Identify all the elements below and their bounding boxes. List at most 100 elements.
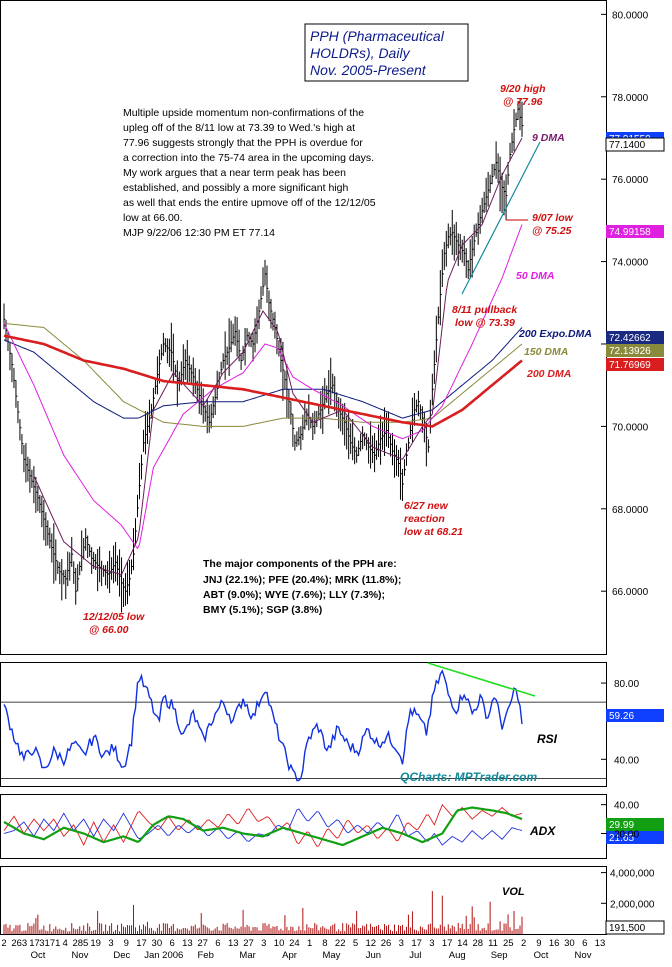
moving-averages: [3, 137, 523, 576]
x-month-label: Sep: [491, 950, 508, 961]
ma-9-line: [33, 137, 523, 576]
x-tick-label: 6: [169, 938, 174, 949]
vol-tick-label: 2,000,000: [610, 899, 655, 910]
components-heading: The major components of the PPH are:: [203, 558, 397, 570]
adx-label: ADX: [529, 824, 556, 838]
x-tick-label: 17: [136, 938, 147, 949]
x-tick-label: 22: [335, 938, 346, 949]
trend-line-cyan: [461, 141, 541, 295]
value-150dma: 72.13926: [609, 346, 651, 357]
value-box-150dma: [606, 344, 664, 357]
x-tick-label: 263: [11, 938, 27, 949]
annotation-907-low: 9/07 low: [532, 212, 574, 224]
commentary: Multiple upside momentum non-confirmatio…: [123, 107, 376, 239]
components-line: BMY (5.1%); SGP (3.8%): [203, 604, 322, 616]
adx-tick-label: 20.00: [614, 829, 639, 840]
components-text: The major components of the PPH are: JNJ…: [203, 558, 401, 616]
commentary-line: MJP 9/22/06 12:30 PM ET 77.14: [123, 227, 275, 239]
annotation-907-low-value: @ 75.25: [532, 225, 572, 237]
title-line-3: Nov. 2005-Present: [310, 62, 427, 78]
annotation-920-high-value: @ 77.96: [503, 96, 543, 108]
x-tick-label: 285: [72, 938, 88, 949]
x-tick-label: 24: [289, 938, 300, 949]
x-axis: 2 263 17 3171 4 285 19 3 9 17 30 6 13 27 6 13 27 3 10 24 1 8 2…: [1, 938, 605, 961]
ma-150-line: [3, 322, 523, 427]
value-adx-green: 29.99: [609, 820, 634, 831]
ema-200-line: [3, 327, 523, 419]
annotation-920-high: 9/20 high: [500, 83, 546, 95]
x-month-label: Oct: [31, 950, 46, 961]
rsi-trend-line: [427, 662, 536, 697]
rsi-label: RSI: [537, 732, 558, 746]
label-200-expo-dma: 200 Expo.DMA: [518, 328, 592, 340]
annotation-1212-low-value: @ 66.00: [89, 624, 129, 636]
x-tick-label: 13: [595, 938, 606, 949]
price-axis: 66.000068.000070.000072.000074.000076.00…: [601, 10, 649, 598]
x-tick-label: 25: [503, 938, 514, 949]
price-tick-label: 68.0000: [612, 505, 649, 516]
x-tick-label: 8: [322, 938, 327, 949]
x-month-label: Jun: [366, 950, 381, 961]
x-tick-label: 3: [108, 938, 113, 949]
value-box-vol: [605, 920, 665, 935]
value-rsi: 59.26: [609, 711, 634, 722]
x-month-label: May: [322, 950, 340, 961]
value-box-last: [605, 137, 665, 152]
commentary-line: low at 66.00.: [123, 212, 183, 224]
x-tick-label: 16: [549, 938, 560, 949]
rsi-tick-label: 40.00: [614, 755, 639, 766]
annotation-811-pullback-value: low @ 73.39: [455, 317, 515, 329]
x-tick-label: 5: [353, 938, 358, 949]
commentary-line: established, and possibly a more signifi…: [123, 182, 348, 194]
x-tick-label: 2: [1, 938, 6, 949]
x-month-label: Nov: [71, 950, 88, 961]
value-50dma: 74.99158: [609, 227, 651, 238]
label-150dma: 150 DMA: [524, 346, 568, 358]
label-9dma: 9 DMA: [532, 132, 565, 144]
value-box-rsi: [606, 709, 664, 722]
value-box-adx-green: [606, 818, 664, 831]
title-line-1: PPH (Pharmaceutical: [310, 28, 445, 44]
title-box: [304, 23, 469, 82]
price-tick-label: 70.0000: [612, 422, 649, 433]
label-50dma: 50 DMA: [516, 270, 555, 282]
annotation-627-low: 6/27 new: [404, 500, 449, 512]
commentary-line: Multiple upside momentum non-confirmatio…: [123, 107, 364, 119]
commentary-line: upleg off of the 8/11 low at 73.39 to We…: [123, 122, 355, 134]
commentary-line: 77.96 suggests strongly that the PPH is …: [123, 137, 363, 149]
value-box-200dma: [606, 358, 664, 371]
x-tick-label: 3: [261, 938, 266, 949]
ma-50-line: [3, 224, 523, 550]
x-tick-label: 9: [124, 938, 129, 949]
components-line: ABT (9.0%); WYE (7.6%); LLY (7.3%);: [203, 589, 385, 601]
vol-panel-frame: [0, 866, 607, 935]
x-month-label: Mar: [239, 950, 255, 961]
rsi-axis: 40.00 80.00: [1, 679, 639, 779]
value-adx-blue: 21.65: [609, 833, 634, 844]
x-tick-label: 17: [411, 938, 422, 949]
annotation-627-low-3: low at 68.21: [404, 526, 463, 538]
rsi-line: [3, 669, 523, 782]
adx-lines: [3, 803, 523, 847]
volume-bars: [3, 891, 523, 934]
price-panel-frame: [0, 0, 607, 655]
adx-di-minus-line: [3, 803, 523, 847]
value-200ema: 72.42662: [609, 333, 651, 344]
value-last: 77.1400: [609, 140, 646, 151]
commentary-line: as well that ends the entire upmove off …: [123, 197, 376, 209]
price-tick-label: 80.0000: [612, 10, 649, 21]
x-month-label: Jan 2006: [144, 950, 183, 961]
rsi-series: [3, 669, 523, 782]
ma-200-line: [3, 334, 523, 428]
x-tick-label: 6: [215, 938, 220, 949]
price-tick-label: 66.0000: [612, 587, 649, 598]
x-month-label: Oct: [534, 950, 549, 961]
title-line-2: HOLDRs), Daily: [310, 45, 411, 61]
x-tick-label: 9: [536, 938, 541, 949]
x-tick-label: 27: [197, 938, 208, 949]
watermark: QCharts: MPTrader.com: [400, 770, 537, 784]
value-box-50dma: [606, 225, 664, 238]
x-month-label: Apr: [282, 950, 297, 961]
x-tick-label: 27: [243, 938, 254, 949]
